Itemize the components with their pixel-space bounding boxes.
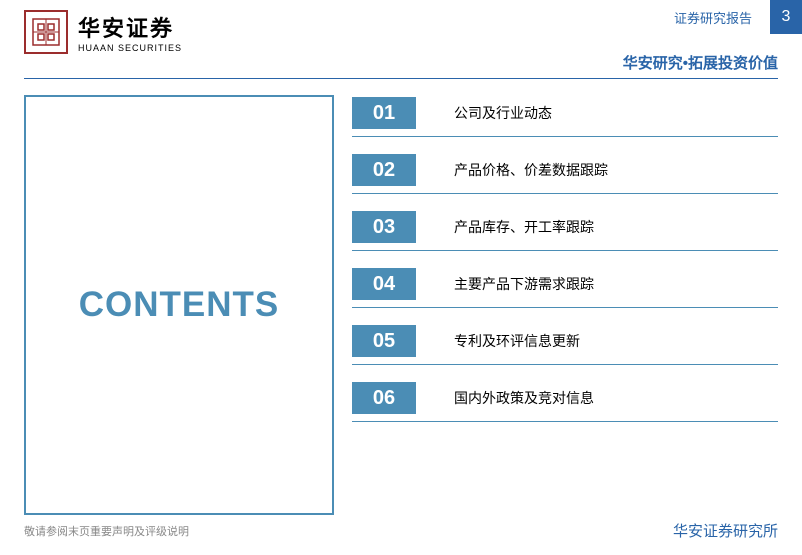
toc-list: 01 公司及行业动态 02 产品价格、价差数据跟踪 03 产品库存、开工率跟踪 …	[352, 95, 778, 515]
toc-label: 产品价格、价差数据跟踪	[454, 160, 608, 180]
toc-number: 04	[352, 268, 416, 300]
header: 华安证券 HUAAN SECURITIES 证券研究报告 3 华安研究•拓展投资…	[0, 0, 802, 70]
logo-text-cn: 华安证券	[78, 11, 182, 43]
toc-label: 主要产品下游需求跟踪	[454, 274, 594, 294]
report-label: 证券研究报告	[674, 8, 752, 27]
contents-title: CONTENTS	[79, 285, 280, 325]
toc-number: 05	[352, 325, 416, 357]
toc-label: 国内外政策及竞对信息	[454, 388, 594, 408]
toc-item: 05 专利及环评信息更新	[352, 325, 778, 365]
toc-number: 02	[352, 154, 416, 186]
toc-item: 03 产品库存、开工率跟踪	[352, 211, 778, 251]
toc-underline	[352, 364, 778, 365]
logo-text: 华安证券 HUAAN SECURITIES	[78, 11, 182, 53]
logo-icon	[24, 10, 68, 54]
footer-disclaimer: 敬请参阅末页重要声明及评级说明	[24, 523, 189, 539]
toc-item: 01 公司及行业动态	[352, 97, 778, 137]
toc-underline	[352, 136, 778, 137]
toc-item: 02 产品价格、价差数据跟踪	[352, 154, 778, 194]
main-content: CONTENTS 01 公司及行业动态 02 产品价格、价差数据跟踪 03 产品…	[0, 79, 802, 515]
toc-underline	[352, 421, 778, 422]
toc-label: 公司及行业动态	[454, 103, 552, 123]
toc-underline	[352, 193, 778, 194]
toc-number: 03	[352, 211, 416, 243]
toc-number: 06	[352, 382, 416, 414]
page-number: 3	[770, 0, 802, 34]
toc-underline	[352, 250, 778, 251]
contents-box: CONTENTS	[24, 95, 334, 515]
footer-org: 华安证券研究所	[673, 520, 778, 541]
subtitle: 华安研究•拓展投资价值	[623, 52, 778, 73]
toc-number: 01	[352, 97, 416, 129]
logo-text-en: HUAAN SECURITIES	[78, 43, 182, 53]
toc-label: 专利及环评信息更新	[454, 331, 580, 351]
footer: 敬请参阅末页重要声明及评级说明 华安证券研究所	[24, 520, 778, 541]
toc-item: 04 主要产品下游需求跟踪	[352, 268, 778, 308]
toc-label: 产品库存、开工率跟踪	[454, 217, 594, 237]
toc-underline	[352, 307, 778, 308]
toc-item: 06 国内外政策及竞对信息	[352, 382, 778, 422]
